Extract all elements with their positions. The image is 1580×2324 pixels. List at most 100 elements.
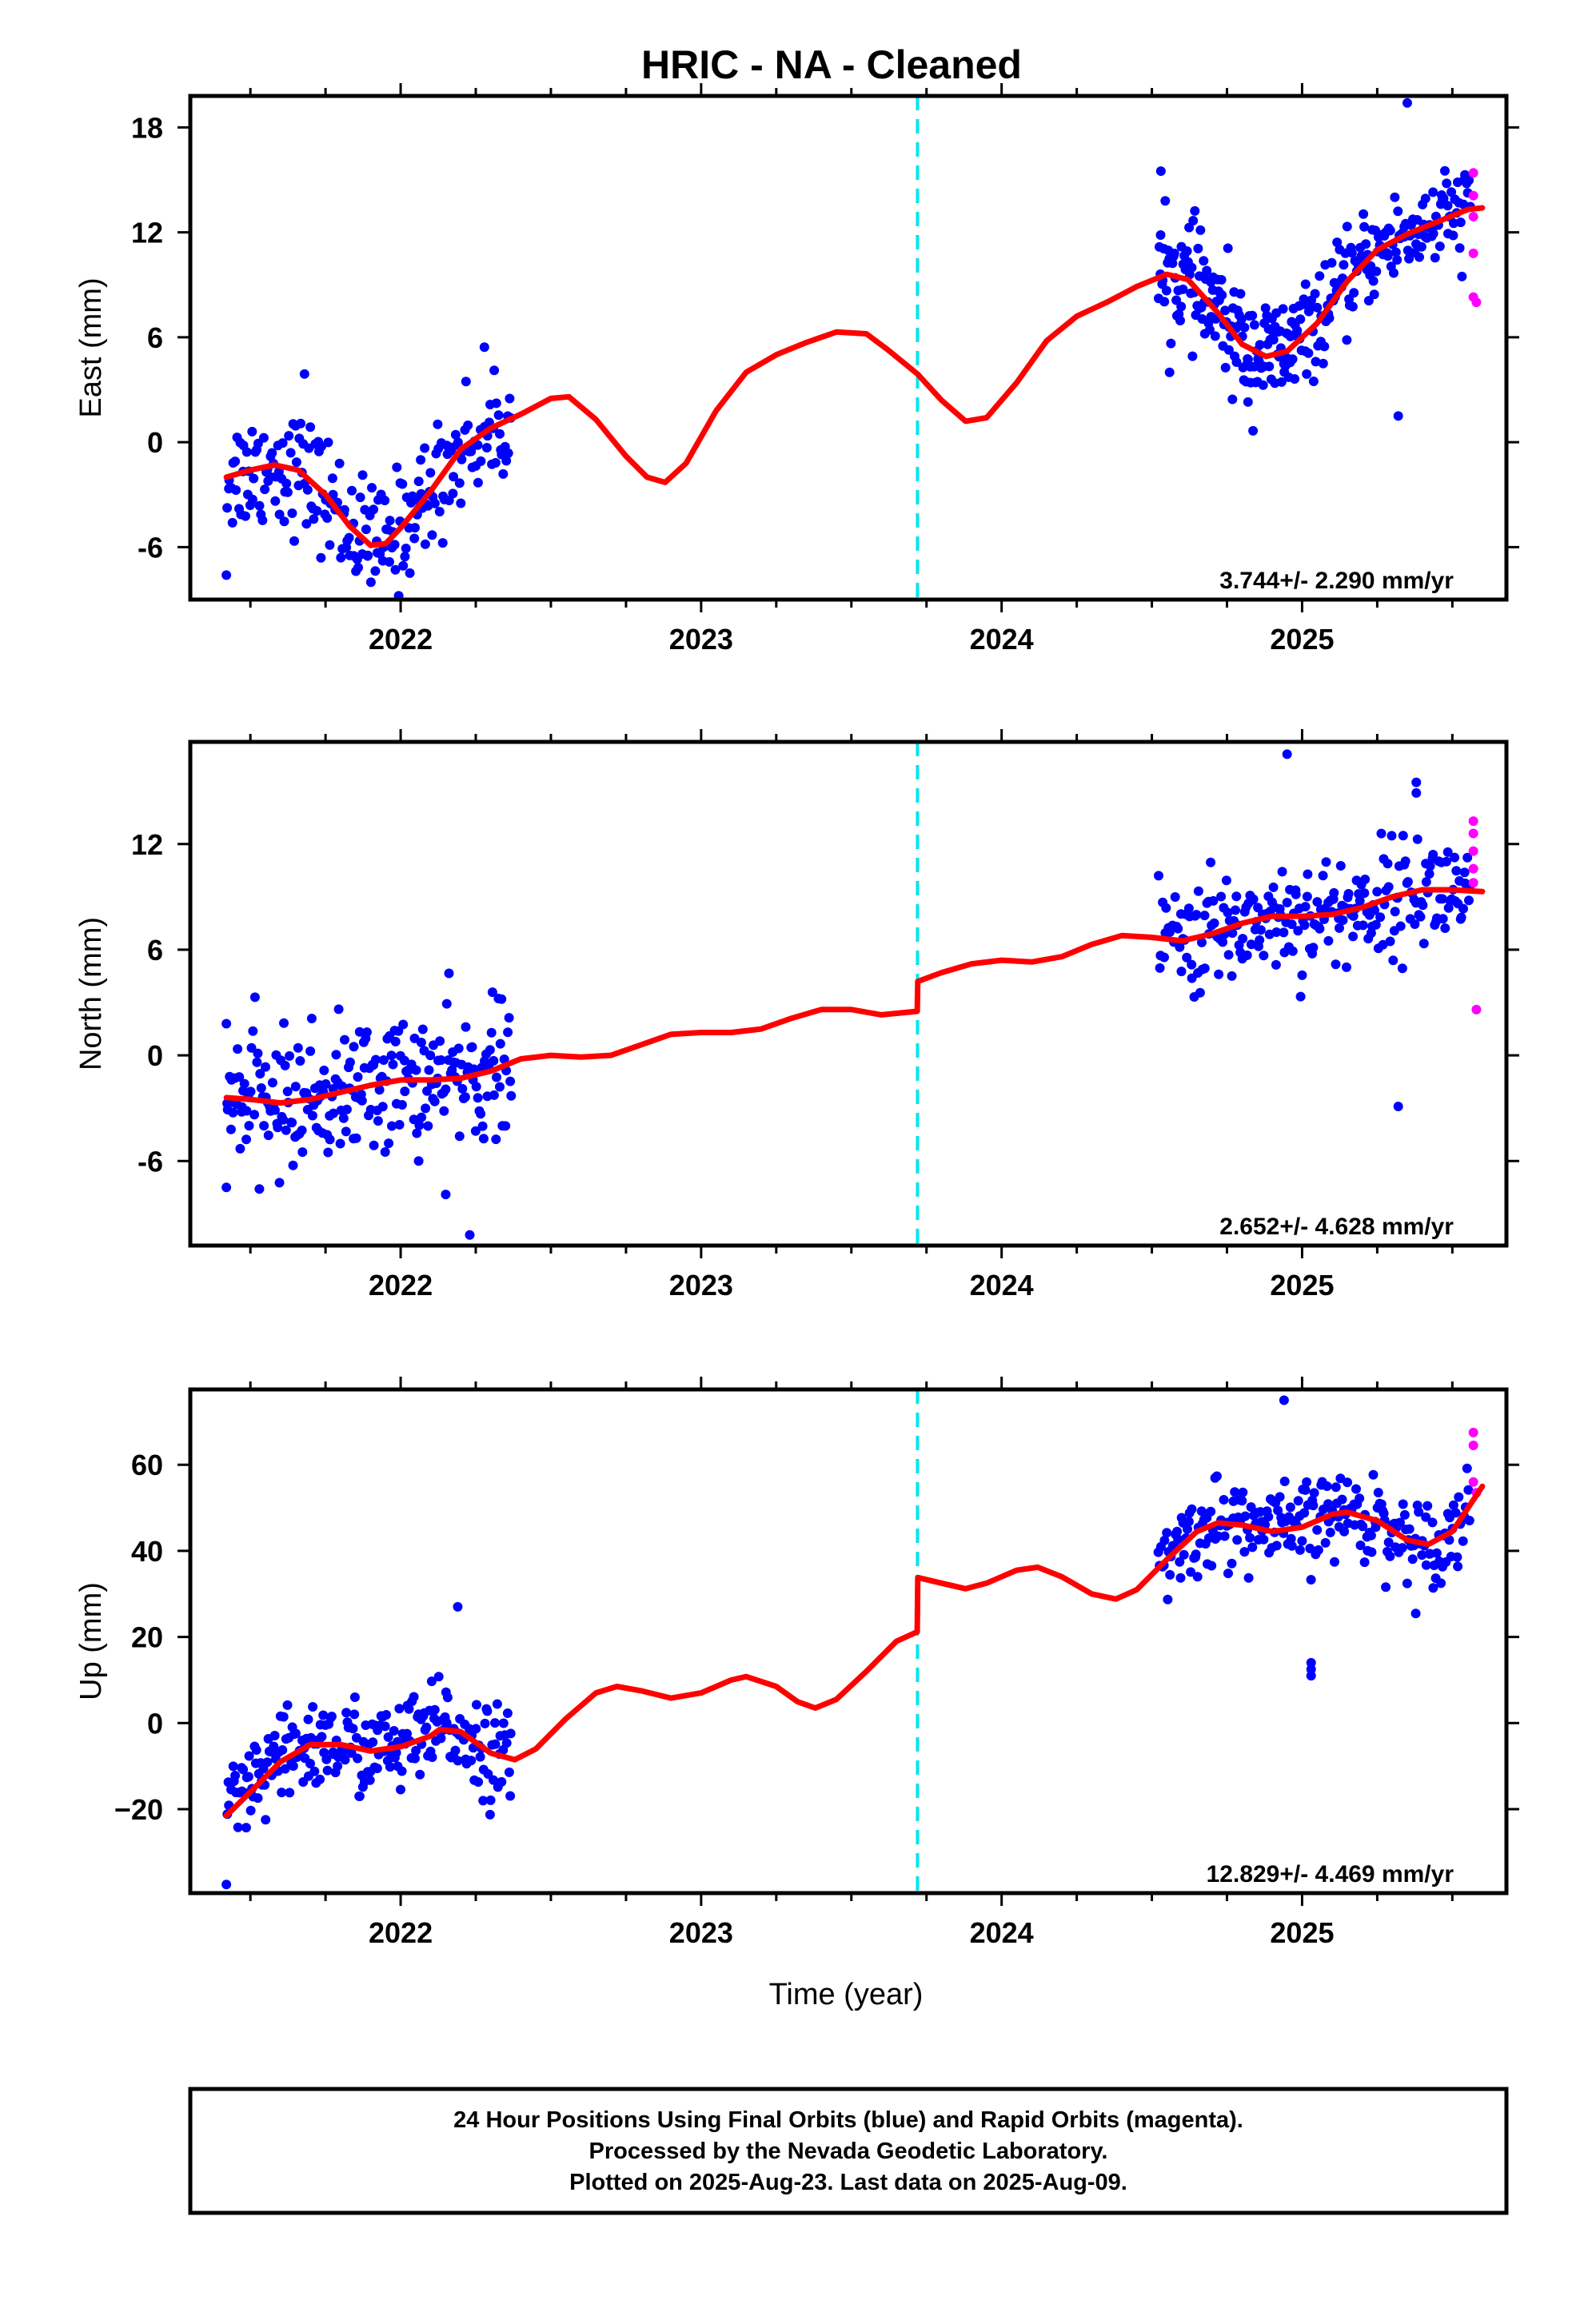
final-orbit-point — [288, 1160, 298, 1170]
final-orbit-point — [423, 1121, 433, 1131]
final-orbit-point — [1258, 380, 1268, 390]
final-orbit-point — [1164, 367, 1175, 377]
final-orbit-point — [493, 410, 504, 421]
final-orbit-point — [1397, 1543, 1407, 1553]
rapid-orbit-point — [1468, 1441, 1478, 1450]
final-orbit-point — [1421, 1560, 1431, 1570]
final-orbit-point — [410, 523, 420, 533]
final-orbit-point — [1199, 963, 1210, 974]
final-orbit-point — [1455, 217, 1466, 228]
final-orbit-point — [1348, 931, 1359, 942]
final-orbit-point — [501, 1738, 512, 1748]
final-orbit-point — [296, 418, 306, 429]
final-orbit-point — [1213, 1531, 1223, 1541]
final-orbit-point — [416, 1038, 426, 1047]
final-orbit-point — [1363, 296, 1374, 306]
final-orbit-point — [1231, 891, 1242, 902]
final-orbit-point — [280, 1060, 290, 1070]
final-orbit-point — [1390, 192, 1400, 202]
final-orbit-point — [453, 1601, 463, 1612]
final-orbit-point — [397, 1100, 407, 1110]
final-orbit-point — [1335, 923, 1344, 933]
final-orbit-point — [1359, 888, 1370, 899]
final-orbit-point — [489, 1775, 498, 1785]
final-orbit-point — [398, 560, 409, 571]
final-orbit-point — [1231, 357, 1242, 367]
final-orbit-point — [1440, 165, 1450, 176]
plot-area — [221, 96, 1486, 600]
final-orbit-point — [1175, 1557, 1185, 1567]
final-orbit-point — [1216, 275, 1227, 285]
plot-frame — [188, 1387, 1509, 1895]
final-orbit-point — [381, 1710, 391, 1720]
final-orbit-point — [1299, 294, 1309, 305]
final-orbit-point — [259, 1121, 269, 1131]
final-orbit-point — [371, 1054, 381, 1065]
final-orbit-point — [303, 1714, 313, 1724]
final-orbit-point — [1220, 362, 1231, 373]
final-orbit-point — [325, 540, 335, 550]
final-orbit-point — [400, 1086, 410, 1097]
final-orbit-point — [1331, 1482, 1341, 1493]
final-orbit-point — [433, 1672, 444, 1682]
final-orbit-point — [372, 1764, 382, 1773]
final-orbit-point — [1183, 903, 1194, 914]
final-orbit-point — [295, 1056, 305, 1066]
final-orbit-point — [1285, 1502, 1295, 1513]
final-orbit-point — [1395, 1517, 1405, 1528]
final-orbit-point — [1347, 301, 1358, 312]
final-orbit-point — [1279, 1395, 1289, 1405]
y-tick-label: 20 — [131, 1621, 163, 1654]
final-orbit-point — [498, 468, 509, 479]
final-orbit-point — [1371, 266, 1382, 277]
final-orbit-point — [461, 1022, 471, 1032]
final-orbit-point — [1290, 374, 1300, 384]
final-orbit-point — [1170, 892, 1180, 902]
final-orbit-point — [1219, 1531, 1230, 1541]
y-tick-label: 12 — [131, 828, 163, 861]
final-orbit-point — [1187, 262, 1197, 273]
final-orbit-point — [1434, 241, 1445, 252]
final-orbit-point — [1176, 967, 1187, 977]
final-orbit-point — [1393, 411, 1403, 421]
final-orbit-point — [225, 1124, 236, 1134]
final-orbit-point — [1376, 828, 1386, 839]
final-orbit-point — [351, 1133, 361, 1143]
final-orbit-point — [231, 485, 241, 495]
final-orbit-point — [1368, 1469, 1379, 1480]
final-orbit-point — [1161, 903, 1171, 913]
final-orbit-point — [285, 1788, 295, 1798]
final-orbit-point — [433, 419, 443, 429]
final-orbit-point — [383, 1732, 393, 1742]
plot-area — [221, 1389, 1486, 1893]
final-orbit-point — [427, 530, 437, 540]
final-orbit-point — [1332, 237, 1343, 248]
final-orbit-point — [1299, 1508, 1310, 1518]
final-orbit-point — [1464, 1516, 1474, 1525]
final-orbit-point — [444, 968, 454, 979]
final-orbit-point — [450, 1745, 461, 1756]
final-orbit-point — [235, 1143, 245, 1154]
final-orbit-point — [1372, 887, 1382, 897]
final-orbit-point — [221, 570, 232, 580]
velocity-label: 2.652+/- 4.628 mm/yr — [1219, 1214, 1454, 1240]
final-orbit-point — [1188, 216, 1199, 225]
final-orbit-point — [1355, 1541, 1366, 1550]
final-orbit-point — [251, 1745, 261, 1755]
final-orbit-point — [1243, 1573, 1254, 1583]
final-orbit-point — [1187, 1504, 1197, 1514]
final-orbit-point — [1243, 354, 1253, 365]
final-orbit-point — [244, 1751, 254, 1761]
final-orbit-point — [1318, 871, 1328, 881]
final-orbit-point — [338, 1113, 349, 1123]
final-orbit-point — [1310, 289, 1320, 299]
final-orbit-point — [1276, 377, 1287, 387]
final-orbit-point — [1421, 1512, 1431, 1522]
final-orbit-point — [319, 1065, 329, 1075]
final-orbit-point — [1388, 955, 1398, 966]
final-orbit-point — [1438, 193, 1449, 204]
final-orbit-point — [1155, 963, 1165, 973]
x-tick-label: 2025 — [1270, 1916, 1334, 1949]
final-orbit-point — [267, 448, 277, 458]
final-orbit-point — [390, 1036, 401, 1046]
